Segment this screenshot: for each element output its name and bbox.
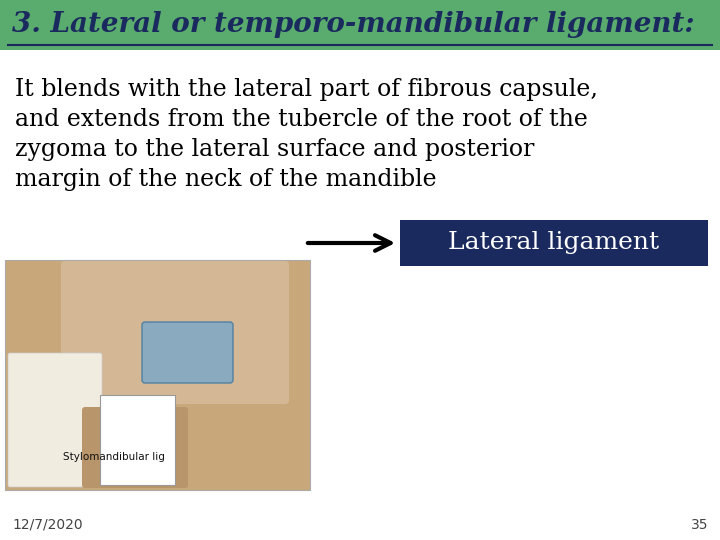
- FancyBboxPatch shape: [8, 353, 102, 487]
- Text: and extends from the tubercle of the root of the: and extends from the tubercle of the roo…: [15, 108, 588, 131]
- FancyBboxPatch shape: [400, 220, 708, 266]
- FancyBboxPatch shape: [61, 261, 289, 404]
- FancyBboxPatch shape: [0, 0, 720, 50]
- Text: Stylomandibular lig: Stylomandibular lig: [63, 452, 165, 462]
- FancyBboxPatch shape: [100, 395, 175, 485]
- Text: margin of the neck of the mandible: margin of the neck of the mandible: [15, 168, 436, 191]
- Text: 12/7/2020: 12/7/2020: [12, 518, 83, 532]
- Text: 3. Lateral or temporo-mandibular ligament:: 3. Lateral or temporo-mandibular ligamen…: [12, 11, 695, 38]
- FancyBboxPatch shape: [82, 407, 188, 488]
- Text: 35: 35: [690, 518, 708, 532]
- Text: It blends with the lateral part of fibrous capsule,: It blends with the lateral part of fibro…: [15, 78, 598, 101]
- Text: zygoma to the lateral surface and posterior: zygoma to the lateral surface and poster…: [15, 138, 534, 161]
- FancyBboxPatch shape: [5, 260, 310, 490]
- Text: Lateral ligament: Lateral ligament: [449, 232, 660, 254]
- FancyBboxPatch shape: [142, 322, 233, 383]
